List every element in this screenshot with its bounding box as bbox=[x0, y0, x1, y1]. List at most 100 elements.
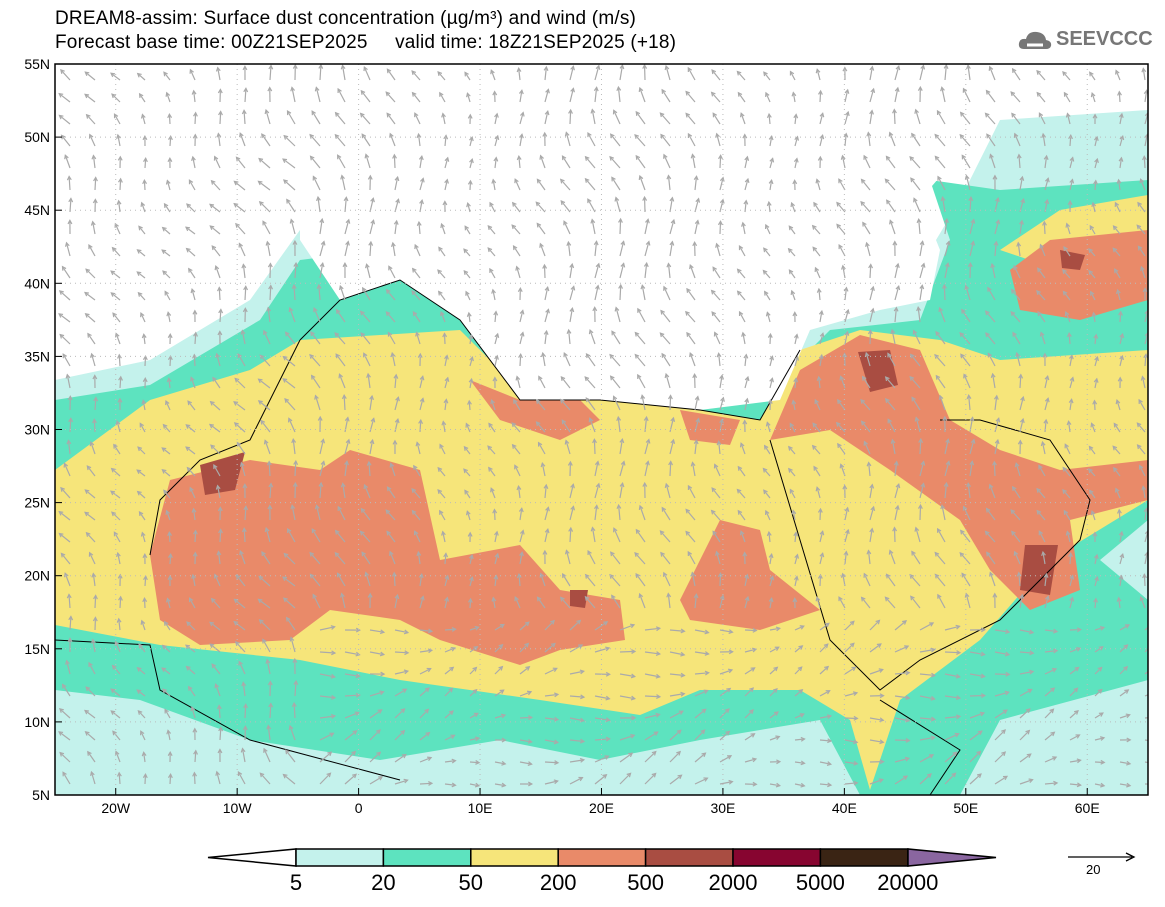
wind-arrow bbox=[934, 551, 946, 565]
wind-arrow bbox=[791, 509, 797, 521]
wind-arrow bbox=[216, 550, 222, 565]
wind-arrow bbox=[742, 133, 748, 147]
wind-arrow bbox=[944, 624, 961, 631]
wind-arrow bbox=[58, 510, 71, 521]
wind-arrow bbox=[117, 397, 123, 411]
wind-arrow bbox=[569, 717, 585, 723]
wind-arrow bbox=[136, 689, 146, 697]
wind-arrow bbox=[188, 597, 196, 609]
wind-arrow bbox=[794, 553, 800, 565]
lon-tick-label: 0 bbox=[355, 800, 363, 816]
wind-arrow bbox=[560, 375, 571, 389]
wind-arrow bbox=[187, 685, 196, 697]
wind-arrow bbox=[441, 420, 447, 433]
wind-arrow bbox=[192, 771, 198, 785]
wind-arrow bbox=[812, 246, 821, 257]
wind-arrow bbox=[1094, 666, 1103, 675]
wind-arrow bbox=[544, 760, 560, 766]
wind-arrow bbox=[469, 135, 474, 147]
wind-arrow bbox=[768, 134, 774, 147]
wind-arrow bbox=[58, 313, 71, 323]
wind-arrow bbox=[469, 782, 481, 788]
wind-arrow bbox=[1144, 783, 1148, 785]
wind-arrow bbox=[1140, 265, 1146, 279]
wind-arrow bbox=[293, 261, 299, 279]
wind-arrow bbox=[544, 286, 550, 301]
wind-arrow bbox=[614, 306, 621, 323]
wind-arrow bbox=[93, 594, 98, 609]
wind-arrow bbox=[161, 469, 171, 477]
wind-arrow bbox=[710, 509, 721, 521]
wind-arrow bbox=[444, 627, 457, 632]
wind-arrow bbox=[293, 679, 299, 697]
wind-arrow bbox=[268, 64, 274, 81]
wind-arrow bbox=[894, 756, 911, 763]
wind-arrow bbox=[538, 375, 546, 389]
wind-arrow bbox=[611, 330, 621, 345]
wind-arrow bbox=[694, 651, 710, 656]
wind-arrow bbox=[237, 770, 246, 785]
wind-arrow bbox=[886, 199, 896, 213]
wind-arrow bbox=[644, 673, 661, 679]
wind-arrow bbox=[812, 422, 821, 433]
wind-arrow bbox=[569, 669, 585, 675]
wind-arrow bbox=[511, 224, 521, 235]
wind-arrow bbox=[594, 460, 600, 477]
wind-arrow bbox=[584, 595, 596, 609]
wind-arrow bbox=[1119, 713, 1131, 719]
wind-arrow bbox=[694, 729, 706, 741]
wind-arrow bbox=[790, 289, 796, 301]
wind-arrow bbox=[844, 110, 850, 125]
wind-arrow bbox=[285, 749, 296, 763]
wind-arrow bbox=[619, 460, 626, 477]
wind-arrow bbox=[167, 750, 173, 763]
colorbar-label: 50 bbox=[458, 870, 484, 895]
wind-arrow bbox=[241, 527, 247, 543]
wind-arrow bbox=[985, 507, 996, 521]
wind-arrow bbox=[490, 487, 496, 499]
wind-arrow bbox=[919, 695, 936, 701]
wind-arrow bbox=[869, 109, 874, 125]
wind-arrow bbox=[287, 417, 296, 433]
wind-arrow bbox=[619, 437, 625, 455]
wind-arrow bbox=[138, 510, 146, 521]
wind-arrow bbox=[963, 373, 971, 389]
wind-arrow bbox=[282, 773, 296, 785]
wind-arrow bbox=[1087, 468, 1096, 477]
wind-arrow bbox=[1041, 132, 1047, 147]
wind-arrow bbox=[736, 268, 746, 279]
wind-arrow bbox=[566, 328, 572, 345]
wind-arrow bbox=[87, 332, 96, 345]
wind-arrow bbox=[739, 530, 746, 543]
wind-arrow bbox=[719, 755, 733, 763]
wind-arrow bbox=[60, 134, 71, 147]
wind-arrow bbox=[544, 739, 560, 745]
wind-arrow bbox=[62, 771, 71, 785]
wind-arrow bbox=[693, 439, 699, 455]
wind-arrow bbox=[819, 690, 831, 697]
wind-arrow bbox=[543, 483, 549, 499]
wind-arrow bbox=[884, 178, 896, 191]
wind-arrow bbox=[488, 422, 496, 433]
wind-arrow bbox=[337, 505, 346, 521]
wind-arrow bbox=[385, 311, 396, 323]
wind-arrow bbox=[815, 178, 821, 191]
wind-arrow bbox=[718, 154, 723, 169]
dust-field bbox=[55, 64, 1148, 795]
wind-arrow bbox=[1069, 687, 1079, 697]
wind-arrow bbox=[394, 729, 406, 741]
wind-arrow bbox=[917, 85, 923, 103]
wind-arrow bbox=[516, 572, 522, 587]
wind-arrow bbox=[64, 154, 71, 169]
wind-arrow bbox=[737, 91, 746, 103]
wind-arrow bbox=[344, 711, 360, 719]
wind-arrow bbox=[569, 505, 576, 521]
wind-arrow bbox=[92, 374, 98, 389]
wind-arrow bbox=[788, 269, 796, 279]
wind-arrow bbox=[666, 592, 672, 609]
wind-arrow bbox=[311, 110, 321, 125]
wind-arrow bbox=[90, 220, 96, 235]
wind-arrow bbox=[642, 195, 648, 213]
wind-arrow bbox=[919, 240, 925, 257]
wind-arrow bbox=[88, 133, 96, 147]
